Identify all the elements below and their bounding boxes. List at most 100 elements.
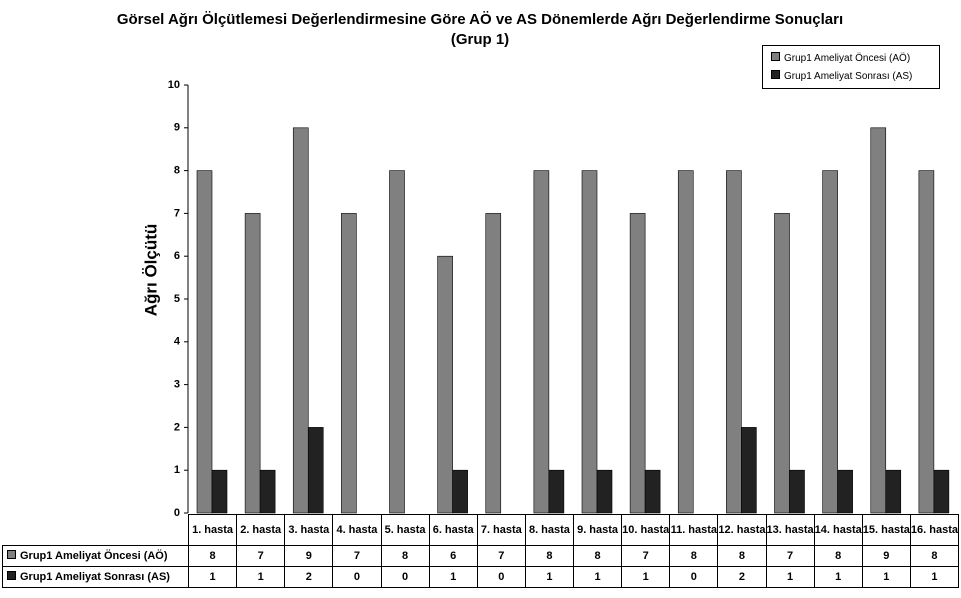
table-value: 7 xyxy=(236,545,286,567)
table-value: 1 xyxy=(428,566,478,588)
table-row-label: Grup1 Ameliyat Öncesi (AÖ) xyxy=(2,545,189,567)
bar xyxy=(918,170,935,514)
table-value: 1 xyxy=(813,566,863,588)
x-tick-label: 6. hasta xyxy=(428,514,478,546)
table-value: 2 xyxy=(717,566,767,588)
table-value: 1 xyxy=(621,566,671,588)
y-tick-label: 0 xyxy=(174,507,180,519)
legend-swatch xyxy=(771,70,780,79)
legend-item: Grup1 Ameliyat Öncesi (AÖ) xyxy=(771,52,939,64)
table-value: 0 xyxy=(380,566,430,588)
table-value: 2 xyxy=(284,566,334,588)
legend-label: Grup1 Ameliyat Sonrası (AS) xyxy=(20,571,170,583)
legend-item: Grup1 Ameliyat Sonrası (AS) xyxy=(771,70,939,82)
table-row: Grup1 Ameliyat Sonrası (AS) 1 1 2 0 0 1 0 1 1 1 0 2 1… xyxy=(2,566,960,588)
x-tick-label: 13. hasta xyxy=(765,514,815,546)
legend-swatch xyxy=(7,550,16,559)
bar xyxy=(452,469,468,514)
y-tick-label: 3 xyxy=(174,379,180,391)
table-value: 8 xyxy=(717,545,767,567)
table-value: 8 xyxy=(524,545,575,567)
table-value: 7 xyxy=(621,545,671,567)
bar xyxy=(211,469,228,514)
x-tick-label: 4. hasta xyxy=(332,514,382,546)
bar xyxy=(533,170,550,514)
y-tick-label: 2 xyxy=(174,421,180,433)
bar xyxy=(837,469,853,514)
x-tick-label: 12. hasta xyxy=(717,514,767,546)
bar xyxy=(629,213,646,514)
bar xyxy=(548,469,565,514)
x-tick-label: 9. hasta xyxy=(572,514,623,546)
x-tick-label: 7. hasta xyxy=(476,514,526,546)
x-tick-label: 5. hasta xyxy=(380,514,430,546)
bar xyxy=(933,469,950,514)
table-value: 0 xyxy=(669,566,719,588)
table-value: 1 xyxy=(236,566,286,588)
bar xyxy=(644,469,661,514)
table-value: 1 xyxy=(765,566,815,588)
x-tick-label: 14. hasta xyxy=(813,514,863,546)
table-row: Grup1 Ameliyat Öncesi (AÖ) 8 7 9 7 8 6 7 8 8 7 8 8 7 8… xyxy=(2,545,960,567)
table-value: 9 xyxy=(861,545,911,567)
bar xyxy=(244,213,261,514)
table-value: 8 xyxy=(187,545,238,567)
table-value: 8 xyxy=(572,545,623,567)
bar xyxy=(581,170,598,514)
table-value: 7 xyxy=(476,545,526,567)
legend-swatch xyxy=(771,52,780,61)
bar xyxy=(259,469,276,514)
y-tick-label: 9 xyxy=(174,122,180,134)
legend-swatch xyxy=(7,571,16,580)
table-value: 9 xyxy=(284,545,334,567)
bar xyxy=(389,170,405,514)
bar xyxy=(726,170,742,514)
y-axis-title: Ağrı Ölçütü xyxy=(141,224,160,317)
x-tick-label: 3. hasta xyxy=(284,514,334,546)
table-value: 8 xyxy=(909,545,960,567)
bar xyxy=(677,170,694,514)
bar xyxy=(596,469,613,514)
table-value: 1 xyxy=(524,566,575,588)
x-tick-label: 16. hasta xyxy=(909,514,960,546)
bar xyxy=(822,170,838,514)
bar xyxy=(341,213,357,514)
table-value: 8 xyxy=(669,545,719,567)
y-tick-label: 1 xyxy=(174,464,180,476)
x-tick-label: 8. hasta xyxy=(524,514,575,546)
table-value: 7 xyxy=(332,545,382,567)
table-value: 7 xyxy=(765,545,815,567)
x-tick-label: 15. hasta xyxy=(861,514,911,546)
table-value: 1 xyxy=(187,566,238,588)
table-row-label: Grup1 Ameliyat Sonrası (AS) xyxy=(2,566,189,588)
bar xyxy=(789,469,805,514)
x-tick-label: 10. hasta xyxy=(621,514,671,546)
table-value: 1 xyxy=(572,566,623,588)
y-tick-label: 6 xyxy=(174,250,180,262)
x-tick-label: 1. hasta xyxy=(187,514,238,546)
bar xyxy=(774,213,790,514)
bar xyxy=(870,127,887,514)
table-row: 1. hasta 2. hasta 3. hasta 4. hasta 5. hasta… xyxy=(3,514,960,546)
bar xyxy=(307,427,324,514)
bar xyxy=(885,469,902,514)
table-value: 0 xyxy=(332,566,382,588)
legend-label: Grup1 Ameliyat Öncesi (AÖ) xyxy=(20,550,168,562)
y-tick-label: 10 xyxy=(168,79,180,91)
table-value: 1 xyxy=(909,566,960,588)
legend-label: Grup1 Ameliyat Sonrası (AS) xyxy=(784,71,913,82)
table-value: 0 xyxy=(476,566,526,588)
y-tick-label: 4 xyxy=(174,336,181,348)
table-value: 1 xyxy=(861,566,911,588)
y-tick-label: 7 xyxy=(174,207,180,219)
x-tick-label: 2. hasta xyxy=(236,514,286,546)
table-value: 6 xyxy=(428,545,478,567)
table-value: 8 xyxy=(813,545,863,567)
y-tick-label: 5 xyxy=(174,293,180,305)
legend-label: Grup1 Ameliyat Öncesi (AÖ) xyxy=(784,53,911,64)
bar xyxy=(437,255,453,514)
table-value: 8 xyxy=(380,545,430,567)
bar xyxy=(485,213,502,514)
